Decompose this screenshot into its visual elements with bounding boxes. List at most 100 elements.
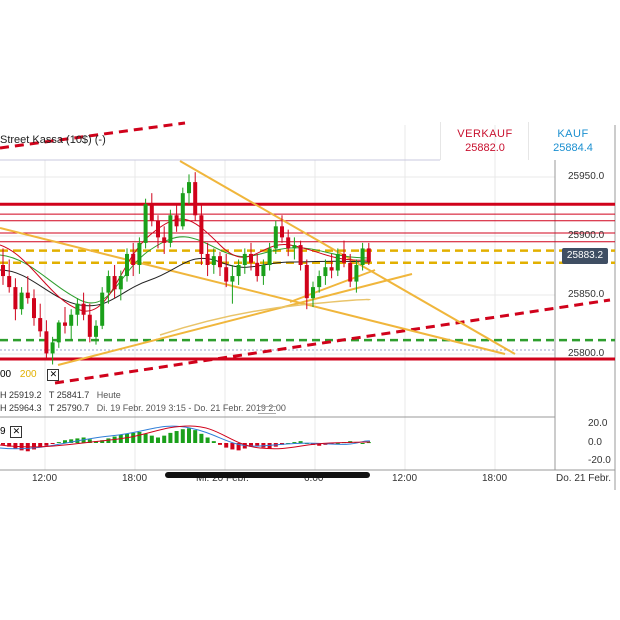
macd-bar (249, 443, 253, 447)
candle-body (112, 276, 117, 290)
candle-body (273, 226, 278, 249)
macd-bar (100, 440, 105, 443)
x-tick-label: 12:00 (32, 473, 58, 484)
candle-body (19, 292, 24, 310)
trendlines[interactable] (0, 121, 611, 385)
candle-body (224, 267, 229, 282)
candle-body (348, 262, 353, 282)
candle-body (360, 248, 365, 265)
candle-body (81, 303, 86, 315)
candle-body (249, 253, 253, 263)
buy-price: 25884.4 (553, 142, 593, 154)
horizontal-levels (0, 202, 615, 361)
candle-body (44, 331, 49, 354)
candle-body (292, 245, 297, 249)
candle-body (218, 256, 222, 268)
candle-body (311, 287, 315, 299)
info-date-range: Di. 19 Febr. 2019 3:15 - Do. 21 Febr. 20… (96, 403, 286, 413)
macd-bar (360, 443, 365, 444)
candle-body (1, 265, 5, 277)
macd-bar (317, 443, 322, 446)
buy-quote-button[interactable]: KAUF 25884.4 (528, 122, 617, 160)
candle-body (335, 253, 340, 271)
macd-bar (180, 429, 185, 443)
macd-bar (137, 431, 142, 443)
y-tick-label: 25950.0 (568, 171, 605, 182)
info-high: H 25919.2 (0, 390, 42, 400)
candle-body (125, 253, 129, 277)
panel-resize-handle[interactable] (258, 406, 276, 414)
macd-bar (224, 443, 229, 448)
candle-body (69, 314, 74, 326)
macd-tick-label: -20.0 (588, 455, 611, 466)
candle-body (63, 322, 67, 326)
candle-body (193, 182, 198, 216)
trendline-yellow-support (57, 273, 413, 366)
info-row-2: H 25964.3 T 25790.7 Di. 19 Febr. 2019 3:… (0, 403, 286, 413)
info-row-1: H 25919.2 T 25841.7 Heute (0, 390, 121, 400)
candle-body (286, 237, 291, 249)
macd-line-blue (0, 425, 371, 450)
macd-bar (366, 442, 371, 444)
candle-body (236, 265, 241, 277)
candle-body (261, 265, 266, 277)
macd-bar (149, 435, 154, 443)
macd-bar (211, 441, 216, 443)
candle-body (106, 276, 111, 293)
candle-body (56, 322, 61, 343)
close-icon[interactable]: ✕ (10, 426, 23, 438)
ma-legend: 00 200 ✕ (0, 369, 65, 381)
timeline-scrollbar[interactable] (165, 472, 370, 478)
candle-body (317, 276, 322, 288)
macd-bar (106, 438, 111, 443)
candle-body (75, 303, 80, 315)
candle-body (156, 220, 160, 238)
candle-body (304, 265, 309, 299)
y-tick-label: 25900.0 (568, 230, 605, 241)
candle-body (366, 248, 371, 262)
macd-bar (63, 440, 67, 443)
info-high-range: H 25964.3 (0, 403, 42, 413)
macd-line-red (0, 425, 371, 450)
x-tick-label: Do. 21 Febr. (556, 473, 612, 484)
candle-body (329, 267, 334, 271)
candle-body (205, 253, 210, 265)
moving-average-black (0, 257, 371, 307)
macd-bar (162, 435, 167, 443)
macd-bar (131, 432, 136, 443)
macd-bar (7, 443, 12, 447)
candle-body (180, 193, 185, 227)
macd-tick-label: 0.0 (588, 437, 602, 448)
macd-legend: 9 ✕ (0, 426, 23, 438)
info-day: Heute (96, 390, 121, 400)
candle-body (94, 325, 98, 337)
macd-bar (187, 428, 191, 443)
macd-bar (193, 430, 198, 443)
candle-body (255, 262, 260, 277)
macd-tick-label: 20.0 (588, 418, 608, 429)
macd-bar (329, 443, 334, 444)
candle-body (280, 226, 284, 238)
candle-body (323, 267, 328, 277)
sell-price: 25882.0 (465, 142, 505, 154)
macd-bar (1, 443, 5, 445)
candle-body (230, 276, 235, 282)
candle-body (199, 215, 204, 254)
moving-average-green (0, 236, 371, 304)
candles[interactable] (1, 172, 371, 365)
macd-bar (13, 443, 18, 449)
candle-body (298, 245, 303, 265)
close-icon[interactable]: ✕ (47, 369, 60, 381)
macd-bar (205, 437, 210, 443)
macd-bar (218, 443, 222, 445)
candle-body (162, 237, 167, 243)
candle-body (267, 248, 272, 265)
macd-bar (125, 433, 129, 443)
candle-body (137, 242, 142, 265)
candle-body (242, 253, 247, 265)
y-tick-label: 25850.0 (568, 289, 605, 300)
x-tick-label: 18:00 (482, 473, 508, 484)
sell-quote-button[interactable]: VERKAUF 25882.0 (440, 122, 529, 160)
trendline-yellow-lower (0, 227, 506, 355)
